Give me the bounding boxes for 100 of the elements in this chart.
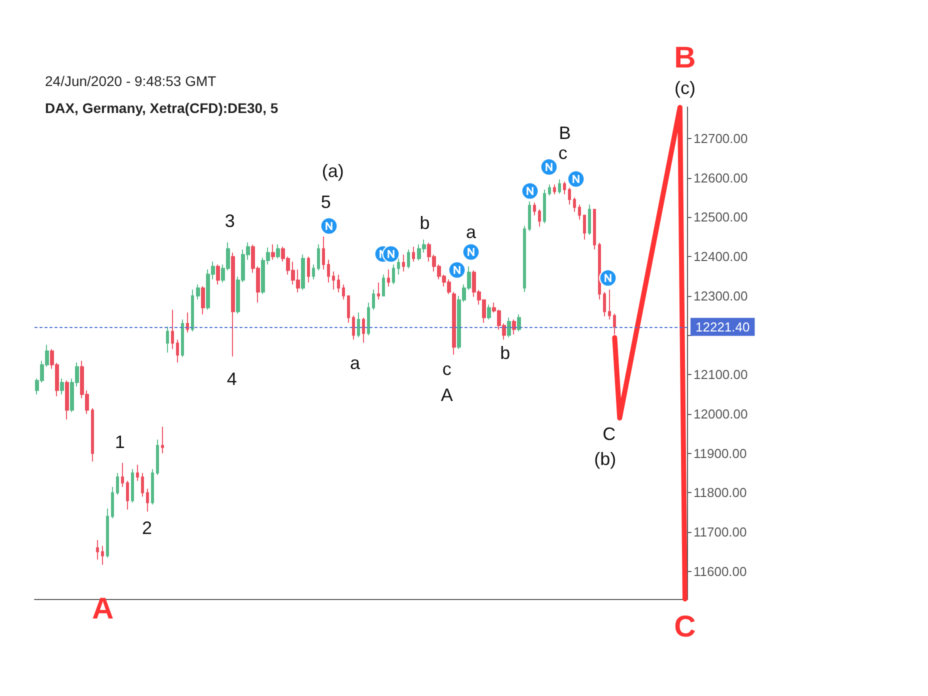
candlestick: [301, 254, 305, 291]
candlestick: [271, 244, 275, 260]
candlestick: [106, 508, 109, 558]
candlestick: [553, 184, 556, 195]
annotation: (b): [594, 449, 616, 469]
candlestick: [412, 246, 415, 262]
annotation: B: [558, 123, 571, 143]
candlestick: [186, 312, 189, 334]
candlestick: [357, 312, 360, 338]
candlestick: [507, 317, 511, 338]
candlestick: [342, 284, 345, 300]
candlestick: [96, 539, 99, 560]
candlestick: [111, 486, 114, 519]
candlestick: [613, 313, 616, 335]
candlestick: [116, 472, 119, 496]
candlestick: [317, 244, 320, 271]
candlestick: [337, 274, 340, 293]
y-tick-label: 12600.00: [694, 170, 748, 186]
candlestick: [327, 259, 330, 284]
candlestick: [392, 264, 395, 285]
y-tick-label: 11700.00: [694, 524, 747, 540]
candlestick: [583, 214, 586, 240]
candlestick: [91, 408, 94, 462]
candlestick: [161, 426, 164, 454]
candlestick: [322, 236, 325, 270]
candlestick: [141, 472, 144, 498]
candlestick: [181, 319, 184, 358]
y-tick-label: 12400.00: [694, 249, 748, 264]
annotation: a: [466, 222, 477, 242]
candlestick: [347, 295, 350, 324]
candlestick: [151, 468, 154, 506]
candlestick: [578, 204, 581, 220]
annotation: 3: [224, 211, 235, 231]
candlestick: [121, 462, 124, 488]
candlestick: [176, 339, 179, 363]
candlestick: [166, 326, 169, 354]
chart-title: 24/Jun/2020 - 9:48:53 GMT: [45, 73, 217, 89]
candlestick: [573, 197, 576, 212]
candlestick: [603, 291, 606, 317]
annotation: 5: [320, 192, 331, 212]
candlestick: [523, 225, 526, 292]
chart-subtitle: DAX, Germany, Xetra(CFD):DE30, 5: [45, 100, 278, 116]
candlestick: [543, 189, 546, 224]
candlestick: [558, 178, 561, 194]
candlestick: [156, 439, 159, 476]
candlestick: [352, 315, 355, 340]
candlestick: [548, 184, 551, 196]
annotation: 1: [114, 432, 125, 452]
text: C: [674, 610, 696, 644]
candlestick: [407, 248, 410, 269]
candlestick: [588, 204, 591, 236]
candlestick: [402, 254, 405, 272]
candlestick: [196, 284, 200, 300]
candlestick: [533, 202, 536, 216]
y-tick-label: 11900.00: [694, 446, 747, 461]
candlestick: [171, 309, 174, 350]
candlestick: [528, 200, 531, 232]
candlestick: [231, 252, 235, 358]
candlestick: [608, 289, 611, 320]
candlestick: [512, 319, 516, 335]
candlestick: [191, 289, 194, 332]
y-tick-label: 12100.00: [694, 367, 748, 382]
candlestick: [487, 304, 491, 320]
candlestick: [362, 317, 365, 344]
y-tick-label: 12000.00: [694, 406, 748, 422]
candlestick: [65, 380, 69, 420]
candlestick: [367, 302, 370, 336]
annotation: A: [440, 385, 453, 405]
candlestick: [201, 286, 205, 315]
candlestick: [216, 264, 220, 286]
y-tick-label: 11800.00: [694, 485, 747, 500]
candlestick: [136, 464, 139, 482]
candlestick: [397, 257, 400, 276]
candlestick: [312, 264, 315, 280]
annotation: b: [420, 213, 430, 233]
candlestick: [377, 282, 380, 300]
candlestick: [60, 378, 64, 395]
candlestick: [382, 274, 385, 296]
candlestick: [387, 269, 390, 287]
y-tick-label: 12300.00: [694, 288, 748, 304]
candlestick: [146, 488, 149, 512]
candlestick: [332, 271, 335, 290]
annotation: (a): [322, 161, 344, 181]
candlestick: [372, 289, 375, 310]
annotation: 2: [142, 518, 152, 538]
y-tick-label: 12700.00: [694, 130, 748, 146]
candlestick: [538, 208, 541, 228]
candlestick: [307, 256, 310, 284]
candlestick: [568, 187, 571, 206]
candlestick: [517, 314, 521, 332]
annotation: a: [350, 353, 361, 373]
y-tick-label: 12500.00: [694, 210, 748, 225]
candlestick: [563, 181, 566, 195]
text: (c): [674, 78, 696, 98]
ref-line-label: 12221.40: [696, 319, 750, 334]
annotation: c: [442, 359, 452, 379]
candlestick: [101, 545, 104, 566]
annotation: c: [558, 143, 568, 163]
annotation: A: [92, 592, 114, 626]
candlestick: [131, 468, 134, 504]
